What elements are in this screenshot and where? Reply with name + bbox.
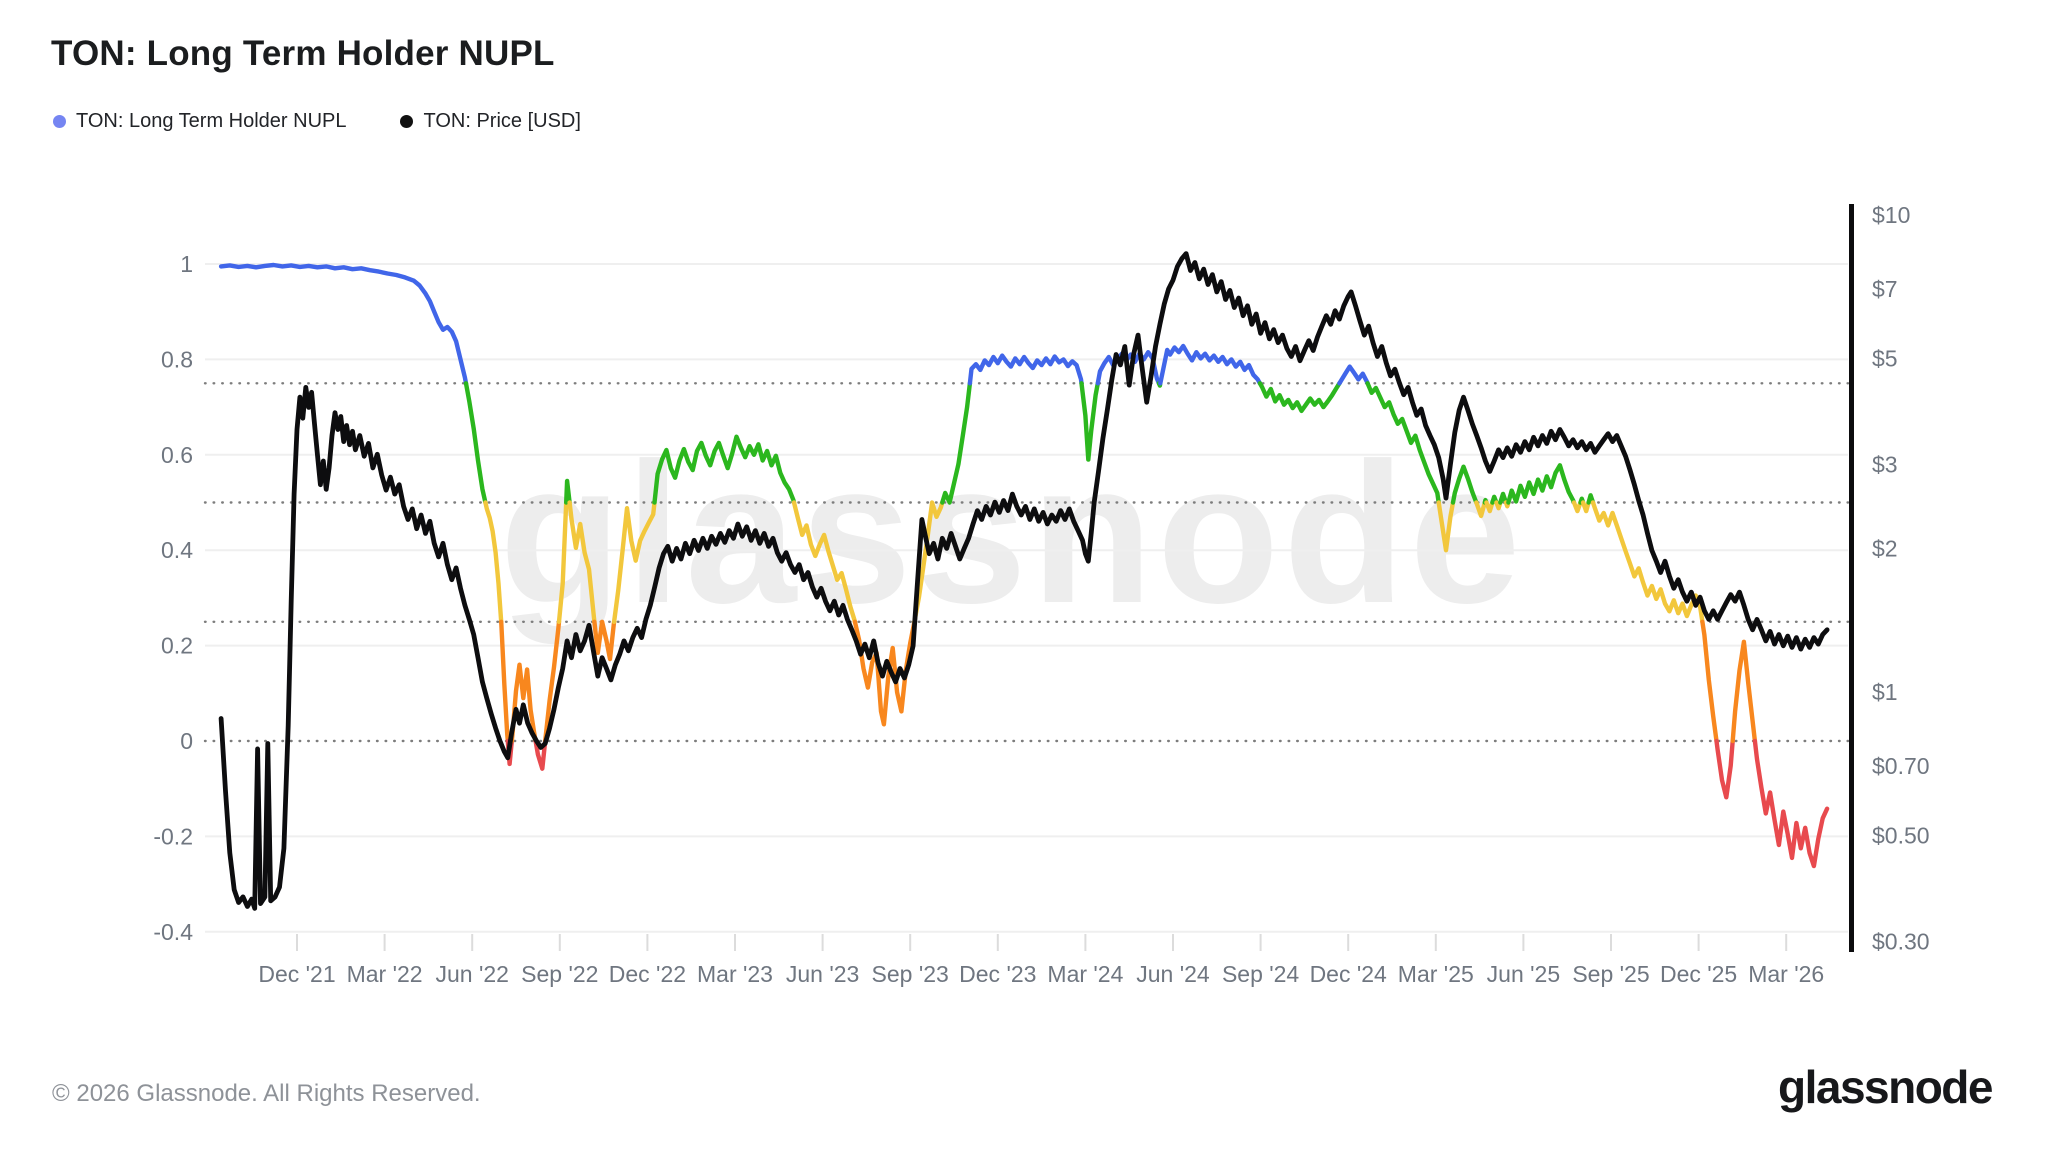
nupl-line-segment-optimism (567, 500, 597, 624)
nupl-line-segment-optimism (483, 500, 504, 624)
price-axis-tick-label: $1 (1872, 679, 1898, 705)
page-title: TON: Long Term Holder NUPL (51, 34, 555, 73)
legend: TON: Long Term Holder NUPL TON: Price [U… (53, 110, 581, 133)
nupl-line-segment-belief (1257, 381, 1342, 414)
nupl-line-segment-belief (1506, 463, 1577, 505)
price-axis-tick-label: $7 (1872, 276, 1898, 302)
nupl-line-segment-hope (499, 619, 510, 744)
glassnode-logo[interactable]: glassnode (1777, 1061, 1994, 1113)
price-axis-tick-label: $10 (1872, 202, 1910, 228)
nupl-axis-tick-label: 0.2 (161, 633, 193, 659)
price-axis-tick-label: $5 (1872, 346, 1898, 372)
nupl-line-segment-optimism (1474, 500, 1488, 519)
nupl-line-segment-belief (564, 478, 572, 505)
price-axis-tick-label: $0.50 (1872, 823, 1930, 849)
nupl-axis-tick-label: 0 (180, 728, 193, 754)
nupl-line-segment-optimism (556, 500, 569, 624)
x-axis-tick-label: Jun '23 (786, 961, 859, 987)
x-axis-tick-label: Dec '22 (609, 961, 686, 987)
nupl-line-segment-optimism (791, 500, 858, 624)
copyright-text: © 2026 Glassnode. All Rights Reserved. (52, 1080, 481, 1107)
nupl-line-segment-hope (1730, 639, 1758, 744)
x-axis-tick-label: Dec '23 (959, 961, 1036, 987)
nupl-line-segment-hope (852, 619, 917, 727)
nupl-axis-tick-label: 1 (180, 251, 193, 277)
nupl-line-segment-optimism (1436, 500, 1456, 553)
x-axis-tick-label: Dec '21 (258, 961, 335, 987)
nupl-series-dot-icon (53, 115, 66, 128)
x-axis-tick-label: Sep '25 (1572, 961, 1649, 987)
nupl-line-segment-euphoria (1095, 350, 1162, 386)
nupl-line-segment-belief (1365, 381, 1441, 505)
x-axis-tick-label: Jun '24 (1136, 961, 1210, 987)
nupl-line-segment-optimism (611, 500, 657, 624)
x-axis-tick-label: Mar '22 (347, 961, 423, 987)
legend-label-nupl: TON: Long Term Holder NUPL (76, 110, 347, 132)
x-axis-tick-label: Dec '24 (1310, 961, 1387, 987)
x-axis-tick-label: Mar '26 (1748, 961, 1824, 987)
nupl-line-segment-belief (652, 434, 797, 505)
nupl-line-segment-euphoria (218, 262, 469, 386)
nupl-line-segment-euphoria (1337, 364, 1370, 386)
nupl-line-segment-capitulation (533, 738, 548, 771)
nupl-axis-tick-label: 0.4 (161, 537, 193, 563)
legend-item-price[interactable]: TON: Price [USD] (400, 110, 581, 133)
price-line (218, 251, 1830, 911)
nupl-line-segment-belief (1079, 381, 1101, 462)
nupl-line-segment-optimism (1571, 500, 1583, 514)
legend-label-price: TON: Price [USD] (423, 110, 581, 132)
nupl-line-segment-optimism (1580, 500, 1591, 514)
x-axis-tick-label: Jun '22 (435, 961, 508, 987)
x-axis-tick-label: Sep '22 (521, 961, 598, 987)
price-axis-tick-label: $0.70 (1872, 753, 1930, 779)
x-axis-tick-marks (296, 934, 1788, 951)
nupl-axis-tick-label: 0.8 (161, 346, 193, 372)
price-axis-tick-label: $3 (1872, 451, 1898, 477)
nupl-line-segment-capitulation (1752, 738, 1830, 869)
nupl-line-segment-optimism (1484, 500, 1495, 514)
nupl-line-segment-belief (1450, 464, 1479, 505)
nupl-line-segment-belief (1586, 493, 1596, 505)
legend-item-nupl[interactable]: TON: Long Term Holder NUPL (53, 110, 346, 133)
nupl-line-segment-euphoria (1158, 343, 1263, 386)
x-axis-tick-label: Sep '23 (872, 961, 949, 987)
nupl-axis-tick-label: -0.2 (153, 823, 193, 849)
x-axis-tick-label: Dec '25 (1660, 961, 1737, 987)
price-axis-tick-label: $0.30 (1872, 928, 1930, 954)
price-axis-line (1849, 204, 1854, 952)
nupl-line-segment-belief (463, 381, 488, 505)
nupl-axis-tick-label: 0.6 (161, 442, 193, 468)
axis-labels: 1 0.8 0.6 0.4 0.2 0 -0.2 -0.4 $10 $7 $5 $3 $2 $1 $0.70… (153, 202, 1929, 987)
nupl-line-segment-euphoria (967, 353, 1084, 386)
x-axis-tick-label: Jun '25 (1487, 961, 1560, 987)
nupl-line-segment-hope (1700, 619, 1719, 744)
x-axis-tick-label: Mar '24 (1047, 961, 1123, 987)
price-axis-tick-label: $2 (1872, 535, 1898, 561)
nupl-line-segment-optimism (1590, 500, 1705, 624)
nupl-line-segment-hope (592, 619, 617, 662)
nupl-line-segment-belief (940, 381, 973, 505)
price-line-series (218, 251, 1830, 911)
price-series-dot-icon (400, 115, 414, 128)
nupl-axis-tick-label: -0.4 (153, 919, 193, 945)
x-axis-tick-label: Mar '23 (697, 961, 773, 987)
x-axis-tick-label: Sep '24 (1222, 961, 1299, 987)
x-axis-tick-label: Mar '25 (1398, 961, 1474, 987)
nupl-line-segment-capitulation (1714, 738, 1735, 800)
nupl-line-segment-belief (1498, 491, 1509, 505)
